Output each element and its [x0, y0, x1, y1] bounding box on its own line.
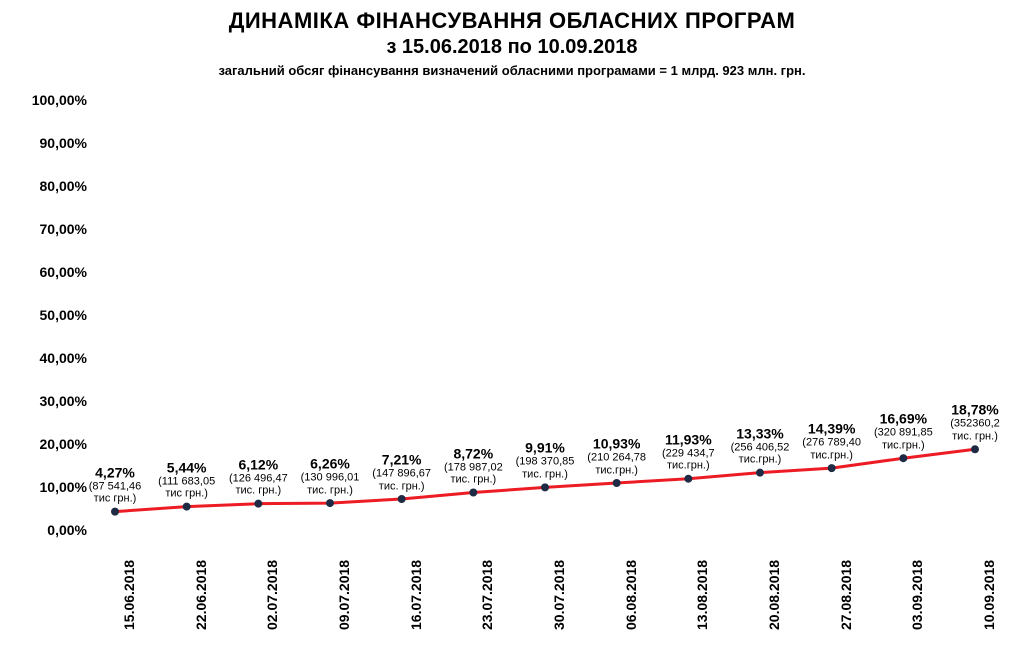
data-label: 16,69%(320 891,85тис.грн.) [874, 411, 933, 452]
x-axis-tick: 15.06.2018 [121, 560, 137, 630]
chart-title-main: ДИНАМІКА ФІНАНСУВАННЯ ОБЛАСНИХ ПРОГРАМ [0, 8, 1024, 34]
data-label: 11,93%(229 434,7тис.грн.) [662, 431, 715, 472]
y-axis-tick: 10,00% [40, 479, 87, 495]
data-marker [899, 454, 907, 462]
x-axis-tick: 22.06.2018 [193, 560, 209, 630]
data-marker [613, 479, 621, 487]
data-label-percent: 14,39% [802, 421, 861, 437]
x-axis-tick: 02.07.2018 [264, 560, 280, 630]
x-axis-tick: 09.07.2018 [336, 560, 352, 630]
data-label-amount: (130 996,01 [301, 472, 360, 485]
chart-title-note: загальний обсяг фінансування визначений … [0, 63, 1024, 78]
data-label-percent: 10,93% [587, 436, 646, 452]
data-label-amount: (126 496,47 [229, 472, 288, 485]
data-label-amount: тис. грн.) [372, 480, 431, 493]
data-label-amount: (276 789,40 [802, 437, 861, 450]
data-label-amount: тис грн.) [89, 493, 142, 506]
data-marker [684, 475, 692, 483]
data-label-amount: (256 406,52 [731, 441, 790, 454]
data-label-amount: тис.грн.) [802, 449, 861, 462]
data-label-amount: тис. грн.) [229, 485, 288, 498]
y-axis-tick: 100,00% [32, 92, 87, 108]
data-marker [111, 508, 119, 516]
data-marker [756, 469, 764, 477]
data-label-percent: 18,78% [950, 402, 1000, 418]
data-label-amount: (111 683,05 [158, 475, 215, 488]
data-label-amount: тис грн.) [158, 488, 215, 501]
data-label: 7,21%(147 896,67тис. грн.) [372, 452, 431, 493]
data-label-percent: 6,12% [229, 456, 288, 472]
y-axis-tick: 80,00% [40, 178, 87, 194]
data-label-amount: тис. грн.) [444, 474, 503, 487]
data-label: 5,44%(111 683,05тис грн.) [158, 459, 215, 500]
data-label-percent: 9,91% [516, 440, 575, 456]
data-label-percent: 8,72% [444, 445, 503, 461]
data-label-amount: (352360,2 [950, 418, 1000, 431]
data-label-amount: тис. грн.) [301, 484, 360, 497]
data-label-amount: тис.грн.) [587, 464, 646, 477]
x-axis-tick: 06.08.2018 [623, 560, 639, 630]
y-axis-tick: 40,00% [40, 350, 87, 366]
data-marker [971, 445, 979, 453]
data-label: 13,33%(256 406,52тис.грн.) [731, 425, 790, 466]
x-axis-tick: 20.08.2018 [766, 560, 782, 630]
y-axis-tick: 60,00% [40, 264, 87, 280]
x-axis-tick: 23.07.2018 [479, 560, 495, 630]
data-label-percent: 4,27% [89, 464, 142, 480]
data-label-percent: 7,21% [372, 452, 431, 468]
data-label: 6,12%(126 496,47тис. грн.) [229, 456, 288, 497]
data-label: 10,93%(210 264,78тис.грн.) [587, 436, 646, 477]
data-marker [469, 489, 477, 497]
data-label: 9,91%(198 370,85тис. грн.) [516, 440, 575, 481]
data-label-percent: 16,69% [874, 411, 933, 427]
data-label: 14,39%(276 789,40тис.грн.) [802, 421, 861, 462]
data-marker [398, 495, 406, 503]
data-label-amount: (198 370,85 [516, 456, 575, 469]
data-label-amount: тис.грн.) [662, 460, 715, 473]
chart-titles: ДИНАМІКА ФІНАНСУВАННЯ ОБЛАСНИХ ПРОГРАМ з… [0, 0, 1024, 78]
y-axis-tick: 50,00% [40, 307, 87, 323]
data-label-amount: тис.грн.) [874, 440, 933, 453]
x-axis-tick: 30.07.2018 [551, 560, 567, 630]
y-axis-tick: 70,00% [40, 221, 87, 237]
data-marker [828, 464, 836, 472]
data-marker [183, 503, 191, 511]
data-marker [254, 500, 262, 508]
data-label-amount: тис. грн.) [950, 431, 1000, 444]
data-label: 18,78%(352360,2тис. грн.) [950, 402, 1000, 443]
data-label-percent: 6,26% [301, 456, 360, 472]
data-label-amount: тис.грн.) [731, 454, 790, 467]
x-axis-tick: 03.09.2018 [909, 560, 925, 630]
plot-area: 0,00%10,00%20,00%30,00%40,00%50,00%60,00… [95, 100, 995, 530]
y-axis-tick: 30,00% [40, 393, 87, 409]
y-axis-tick: 20,00% [40, 436, 87, 452]
x-axis-tick: 13.08.2018 [694, 560, 710, 630]
data-label-percent: 11,93% [662, 431, 715, 447]
data-label-percent: 13,33% [731, 425, 790, 441]
x-axis-tick: 27.08.2018 [838, 560, 854, 630]
data-label-amount: (178 987,02 [444, 461, 503, 474]
data-label: 6,26%(130 996,01тис. грн.) [301, 456, 360, 497]
x-axis-tick: 16.07.2018 [408, 560, 424, 630]
data-label-amount: (229 434,7 [662, 447, 715, 460]
data-label-amount: (210 264,78 [587, 452, 646, 465]
data-marker [541, 483, 549, 491]
x-axis-tick: 10.09.2018 [981, 560, 997, 630]
data-label-amount: (147 896,67 [372, 468, 431, 481]
data-label-amount: (87 541,46 [89, 480, 142, 493]
data-label: 8,72%(178 987,02тис. грн.) [444, 445, 503, 486]
data-label-amount: тис. грн.) [516, 469, 575, 482]
chart-title-sub: з 15.06.2018 по 10.09.2018 [0, 36, 1024, 59]
data-label-amount: (320 891,85 [874, 427, 933, 440]
data-marker [326, 499, 334, 507]
data-label: 4,27%(87 541,46тис грн.) [89, 464, 142, 505]
y-axis-tick: 0,00% [47, 522, 87, 538]
y-axis-tick: 90,00% [40, 135, 87, 151]
chart-container: ДИНАМІКА ФІНАНСУВАННЯ ОБЛАСНИХ ПРОГРАМ з… [0, 0, 1024, 670]
data-label-percent: 5,44% [158, 459, 215, 475]
